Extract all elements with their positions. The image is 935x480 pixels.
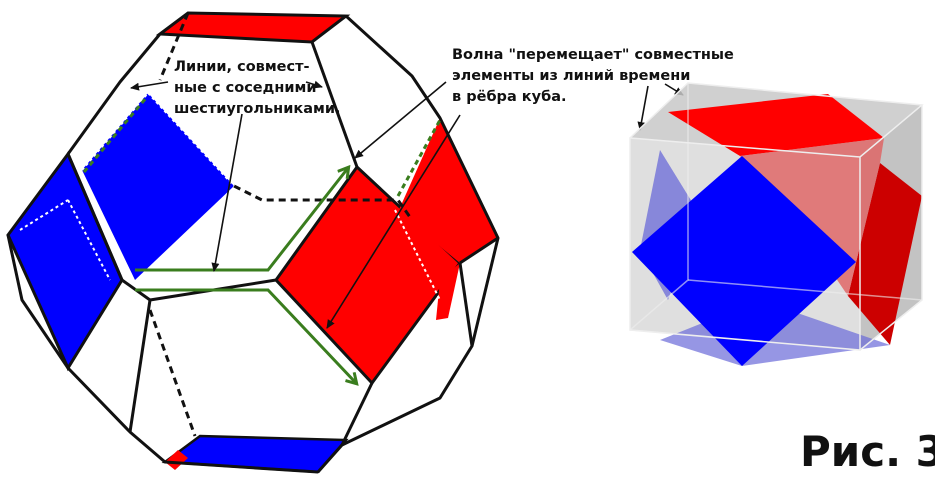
shared-lines-green — [82, 97, 442, 197]
inner-blue-face — [82, 93, 234, 280]
cube-edges — [629, 82, 924, 351]
right-note-line-3: в рёбра куба. — [452, 89, 567, 105]
wave-arrow-upper — [135, 168, 348, 272]
outer-edges — [6, 14, 500, 474]
top-red-face — [155, 11, 351, 44]
bottom-red-chip — [165, 450, 188, 470]
figure-number: Рис. 3 — [800, 427, 935, 476]
left-note-line-3: шестиугольниками. — [174, 101, 341, 117]
left-note-line-1: Линии, совмест- — [174, 59, 310, 75]
cube-red-right — [848, 163, 922, 345]
inner-edges — [66, 41, 499, 446]
right-annotation: Волна "перемещает" совместные элементы и… — [452, 47, 734, 105]
cube-red-top — [668, 94, 884, 156]
right-note-line-2: элементы из линий времени — [452, 68, 690, 84]
shared-lines — [19, 92, 441, 301]
right-note-line-1: Волна "перемещает" совместные — [452, 47, 734, 63]
wave-arrows — [135, 168, 356, 383]
left-note-line-2: ные с соседними — [174, 80, 317, 96]
far-right-red-face — [398, 118, 498, 263]
truncated-octahedron — [6, 11, 684, 474]
left-annotation: Линии, совмест- ные с соседними шестиуго… — [174, 59, 341, 117]
cube-figure — [629, 82, 924, 366]
hidden-edges — [148, 12, 414, 437]
wave-arrow-lower — [135, 288, 356, 383]
pointer-arrows — [130, 80, 684, 329]
far-right-red-face-low — [436, 263, 460, 320]
